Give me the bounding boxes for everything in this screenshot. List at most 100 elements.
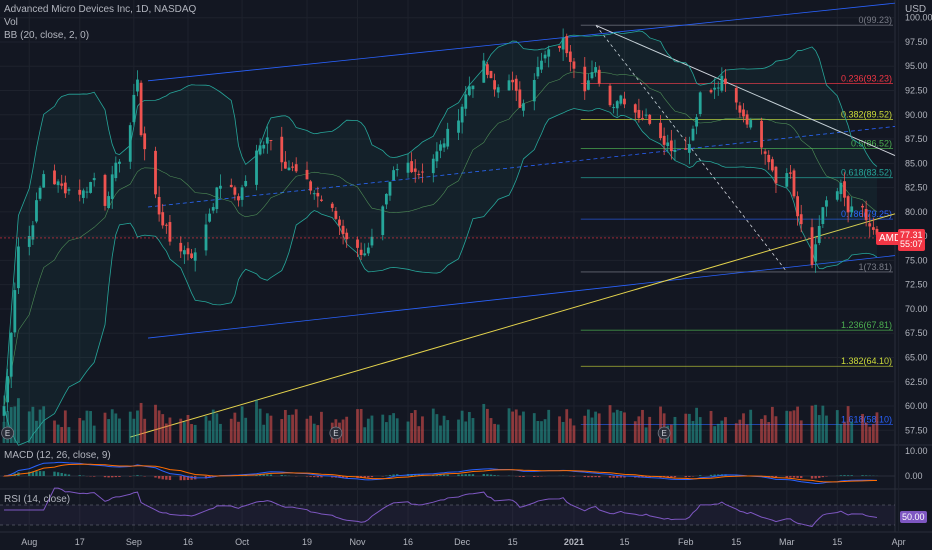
volume-bar — [767, 422, 771, 443]
candle-body — [684, 148, 688, 150]
volume-bar — [305, 418, 309, 443]
candle-body — [788, 172, 792, 174]
x-tick-label: Feb — [678, 537, 694, 547]
candle-body — [27, 236, 31, 247]
volume-bar — [684, 413, 688, 443]
volume-bar — [536, 420, 540, 443]
macd-histogram-bar — [60, 472, 63, 476]
candle-body — [85, 191, 89, 193]
candle-body — [861, 205, 864, 208]
channel-lower-line — [147, 255, 896, 339]
macd-histogram-bar — [792, 476, 796, 478]
channel-mid-line — [147, 126, 896, 208]
candle-body — [446, 128, 450, 147]
candle-body — [161, 212, 165, 226]
volume-bar — [861, 413, 864, 443]
candle-body — [388, 181, 392, 196]
candle-body — [767, 154, 771, 163]
y-tick-label: 80.00 — [905, 207, 928, 217]
candle-body — [496, 87, 500, 93]
candle-body — [532, 79, 536, 102]
y-tick-label: 92.50 — [905, 86, 928, 96]
candle-body — [56, 181, 60, 186]
earnings-marker-label: E — [333, 429, 338, 438]
volume-bar — [558, 416, 561, 443]
volume-bar — [788, 411, 792, 443]
candle-body — [540, 60, 543, 70]
macd-histogram-bar — [363, 476, 366, 478]
candle-body — [294, 164, 298, 172]
candle-body — [413, 168, 417, 172]
rsi-legend: RSI (14, close) — [4, 494, 71, 505]
volume-bar — [583, 415, 587, 443]
volume-bar — [143, 418, 147, 443]
macd-histogram-bar — [709, 474, 713, 476]
volume-bar — [597, 413, 601, 443]
volume-bar — [511, 411, 515, 443]
candle-body — [38, 187, 42, 199]
volume-bar — [835, 410, 839, 443]
candle-body — [568, 51, 572, 62]
volume-bar — [42, 406, 46, 443]
volume-bar — [204, 416, 208, 443]
volume-bar — [875, 412, 879, 443]
candle-body — [366, 247, 370, 254]
y-tick-label: 67.50 — [905, 328, 928, 338]
candle-body — [240, 187, 244, 200]
volume-bar — [168, 417, 172, 443]
candle-body — [471, 85, 475, 90]
earnings-marker — [329, 426, 343, 440]
volume-bar — [485, 408, 489, 443]
volume-bar — [594, 411, 597, 443]
candle-body — [280, 136, 284, 163]
macd-legend: MACD (12, 26, close, 9) — [4, 450, 111, 461]
macd-histogram-bar — [464, 474, 467, 476]
earnings-marker-label: E — [5, 429, 10, 438]
volume-bar — [406, 421, 410, 443]
candle-body — [691, 128, 695, 141]
candle-body — [511, 79, 515, 83]
volume-bar — [871, 424, 875, 443]
macd-histogram-bar — [810, 476, 814, 479]
macd-histogram-bar — [785, 476, 788, 478]
macd-histogram-bar — [583, 476, 586, 478]
macd-histogram-bar — [316, 476, 320, 478]
volume-bar — [439, 425, 442, 443]
macd-histogram-bar — [439, 474, 442, 476]
fib-level-label: 1.236(67.81) — [841, 320, 892, 330]
volume-bar — [760, 418, 763, 443]
candle-body — [204, 224, 208, 251]
volume-bar — [287, 414, 291, 443]
rsi-level-tag: 50.00 — [900, 511, 927, 523]
volume-bar — [316, 425, 320, 443]
volume-bar — [139, 402, 143, 443]
candle-body — [384, 193, 388, 205]
macd-histogram-bar — [414, 474, 417, 476]
volume-bar — [193, 424, 197, 443]
y-tick-label: 82.50 — [905, 183, 928, 193]
macd-histogram-bar — [486, 474, 489, 476]
volume-bar — [561, 421, 565, 443]
volume-bar — [547, 409, 551, 443]
macd-histogram-bar — [864, 475, 868, 476]
candle-body — [211, 207, 215, 211]
macd-histogram-bar — [457, 474, 460, 476]
volume-bar — [89, 411, 92, 443]
macd-signal-line — [3, 463, 877, 483]
volume-bar — [233, 412, 237, 443]
y-tick-label: 62.50 — [905, 377, 928, 387]
candle-body — [103, 174, 107, 206]
volume-bar — [507, 408, 511, 443]
macd-histogram-bar — [395, 474, 399, 476]
volume-bar — [467, 412, 471, 443]
candle-body — [846, 196, 850, 213]
currency-label: USD — [905, 4, 927, 15]
macd-histogram-bar — [42, 471, 45, 476]
volume-bar — [384, 422, 388, 443]
candle-body — [244, 180, 248, 187]
resistance-trendline — [595, 25, 896, 157]
volume-bar — [67, 427, 71, 443]
volume-bar — [669, 424, 673, 443]
volume-bar — [17, 398, 20, 443]
